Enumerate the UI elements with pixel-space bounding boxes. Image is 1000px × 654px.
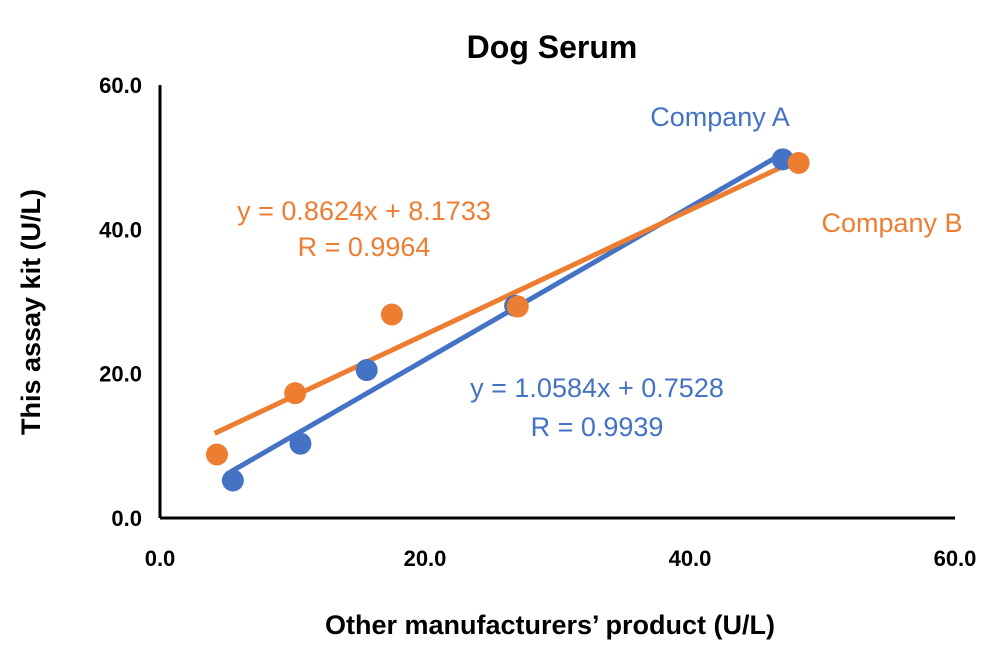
x-tick-label: 20.0 [404, 546, 447, 571]
y-tick-label: 40.0 [99, 217, 142, 242]
x-axis-title: Other manufacturers’ product (U/L) [325, 610, 775, 640]
series-label-company-a: Company A [650, 102, 790, 132]
chart-title: Dog Serum [467, 29, 638, 65]
x-tick-labels: 0.0 20.0 40.0 60.0 [145, 546, 977, 571]
y-tick-labels: 0.0 20.0 40.0 60.0 [99, 73, 142, 531]
data-point-company-b [506, 295, 529, 318]
x-tick-label: 0.0 [145, 546, 176, 571]
equation-company-a: y = 1.0584x + 0.7528 [470, 373, 724, 403]
x-tick-label: 40.0 [669, 546, 712, 571]
data-point-company-b [787, 151, 810, 174]
data-point-company-a [221, 469, 244, 492]
r-value-company-a: R = 0.9939 [531, 412, 664, 442]
data-point-company-b [380, 303, 403, 326]
x-tick-label: 60.0 [934, 546, 977, 571]
data-point-company-b [284, 382, 307, 405]
data-points [205, 148, 810, 492]
data-point-company-a [289, 432, 312, 455]
data-point-company-b [205, 443, 228, 466]
data-point-company-a [355, 359, 378, 382]
y-tick-label: 60.0 [99, 73, 142, 98]
trendline-company-b [213, 155, 802, 436]
series-label-company-b: Company B [821, 208, 962, 238]
y-axis-title: This assay kit (U/L) [16, 189, 46, 435]
y-tick-label: 20.0 [99, 362, 142, 387]
r-value-company-b: R = 0.9964 [298, 232, 431, 262]
y-tick-label: 0.0 [111, 506, 142, 531]
equation-company-b: y = 0.8624x + 8.1733 [237, 196, 491, 226]
